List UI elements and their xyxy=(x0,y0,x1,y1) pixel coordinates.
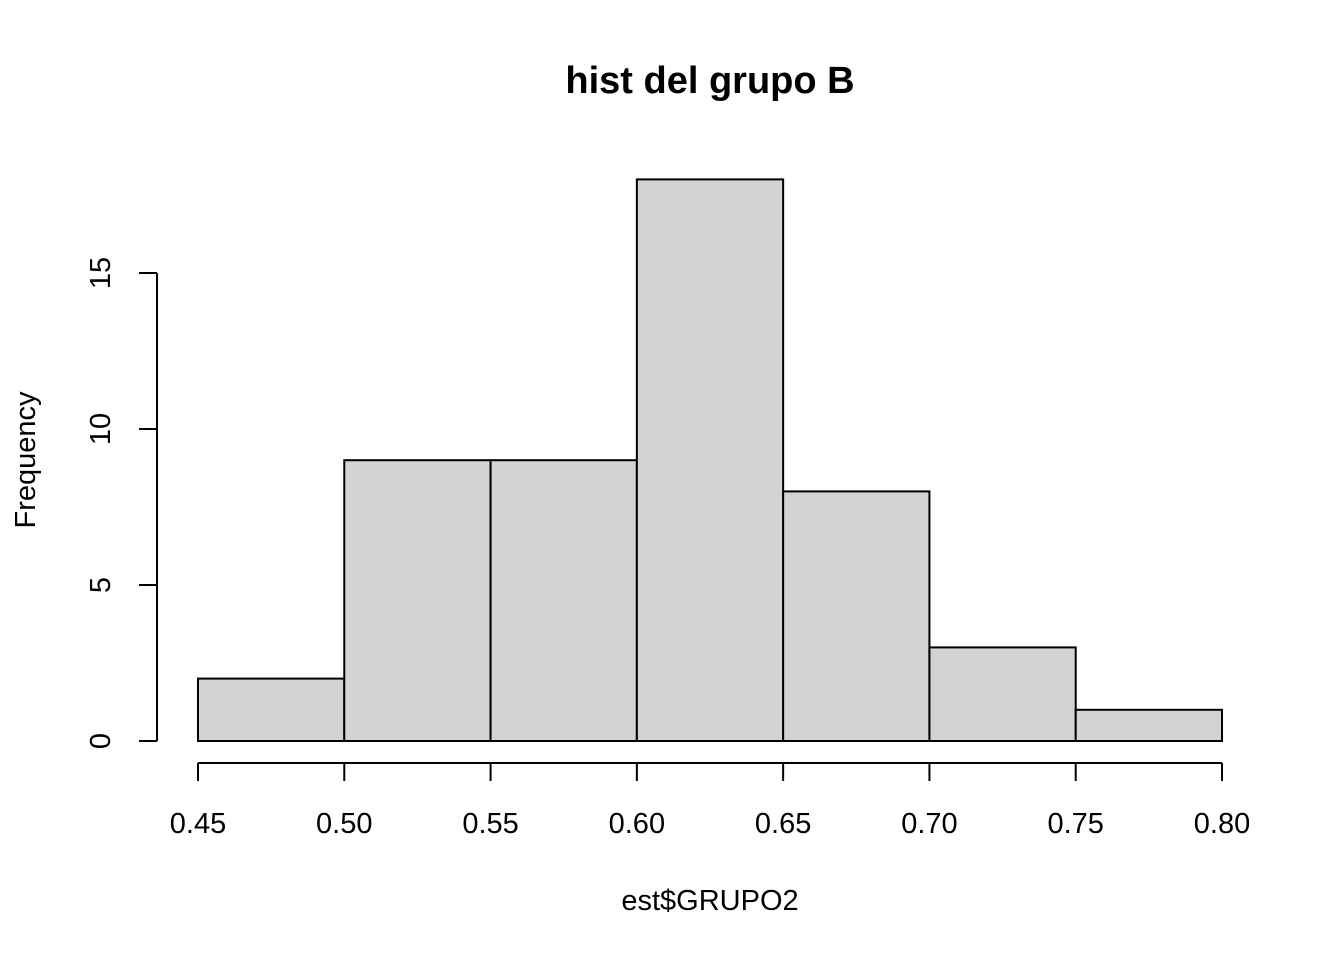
x-tick-label: 0.45 xyxy=(170,808,226,840)
x-tick-label: 0.70 xyxy=(901,808,957,840)
x-tick-label: 0.60 xyxy=(609,808,665,840)
x-axis: 0.45 0.50 0.55 0.60 0.65 0.70 0.75 0.80 xyxy=(170,762,1250,840)
x-tick-label: 0.80 xyxy=(1194,808,1250,840)
histogram-bar-3 xyxy=(489,459,638,742)
x-tick-label: 0.65 xyxy=(755,808,811,840)
y-tick-label: 10 xyxy=(85,413,117,445)
bars-group xyxy=(197,178,1223,743)
histogram-bar-4 xyxy=(635,178,785,742)
x-tick-label: 0.55 xyxy=(462,808,518,840)
x-tick-label: 0.50 xyxy=(316,808,372,840)
chart-title: hist del grupo B xyxy=(565,60,854,102)
histogram-bar-2 xyxy=(343,459,492,742)
y-axis-label: Frequency xyxy=(10,391,42,529)
y-tick-label: 15 xyxy=(85,257,117,289)
x-axis-label: est$GRUPO2 xyxy=(621,885,798,917)
x-tick-label: 0.75 xyxy=(1047,808,1103,840)
histogram-bar-1 xyxy=(197,677,346,742)
y-axis: 0 5 10 15 xyxy=(85,257,158,749)
y-tick-label: 0 xyxy=(85,733,117,749)
histogram-bar-5 xyxy=(782,490,931,742)
y-tick-label: 5 xyxy=(85,577,117,593)
histogram-bar-6 xyxy=(928,646,1077,743)
histogram-bar-7 xyxy=(1074,708,1223,742)
